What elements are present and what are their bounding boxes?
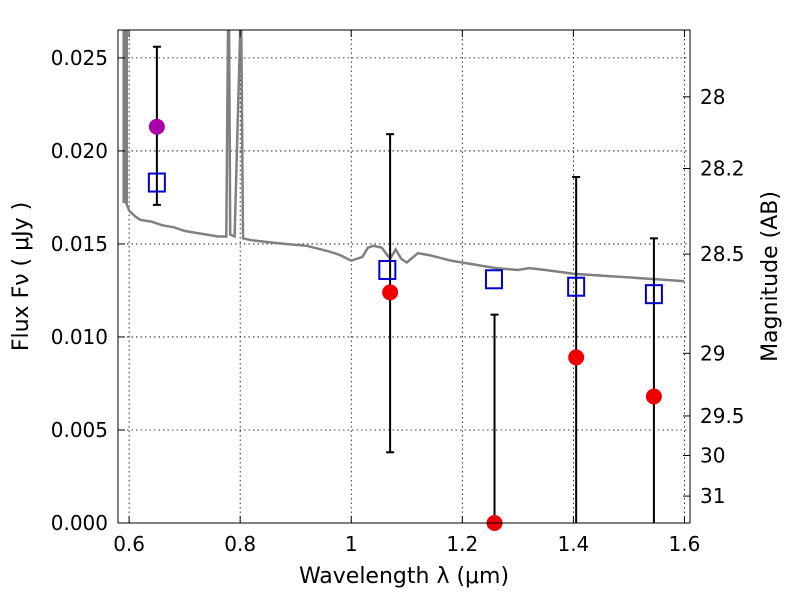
filled-circle-point bbox=[382, 284, 399, 301]
y2-tick-label: 28.5 bbox=[700, 242, 745, 266]
x-tick-label: 1.4 bbox=[557, 532, 589, 556]
y2-tick-label: 29 bbox=[700, 341, 725, 365]
x-axis-label: Wavelength λ (μm) bbox=[299, 564, 509, 589]
y-tick-label: 0.015 bbox=[51, 232, 108, 256]
y-axis-label: Flux Fν ( μJy ) bbox=[9, 202, 34, 351]
open-square-point bbox=[567, 276, 586, 297]
y2-tick-label: 31 bbox=[700, 484, 725, 508]
data-markers bbox=[147, 118, 663, 531]
y2-tick-label: 29.5 bbox=[700, 404, 745, 428]
open-square-point bbox=[644, 284, 663, 305]
model-spectrum bbox=[122, 30, 685, 283]
x-tick-label: 0.8 bbox=[224, 532, 256, 556]
y2-tick-label: 28 bbox=[700, 85, 725, 109]
open-square-point bbox=[378, 259, 397, 280]
y-tick-label: 0.020 bbox=[51, 139, 108, 163]
axis-ticks: 0.6 0.8 1 1.2 1.4 1.6 0.000 0.005 0.010 0.015 0.02… bbox=[51, 30, 745, 556]
y-tick-label: 0.025 bbox=[51, 46, 108, 70]
y2-axis-label: Magnitude (AB) bbox=[758, 191, 783, 362]
spectrum-line bbox=[122, 30, 685, 283]
y2-tick-label: 30 bbox=[700, 443, 725, 467]
open-square-point bbox=[484, 269, 503, 290]
open-square-point bbox=[147, 172, 166, 193]
x-tick-label: 1.2 bbox=[446, 532, 478, 556]
filled-circle-point bbox=[148, 118, 165, 135]
filled-circle-point bbox=[568, 349, 585, 366]
y-tick-label: 0.005 bbox=[51, 418, 108, 442]
x-tick-label: 0.6 bbox=[113, 532, 145, 556]
plot-frame bbox=[117, 29, 691, 524]
x-tick-label: 1 bbox=[345, 532, 358, 556]
y-tick-label: 0.010 bbox=[51, 325, 108, 349]
spectrum-noise-band bbox=[122, 30, 128, 204]
x-tick-label: 1.6 bbox=[669, 532, 701, 556]
y-tick-label: 0.000 bbox=[51, 511, 108, 535]
y2-tick-label: 28.2 bbox=[700, 157, 745, 181]
filled-circle-point bbox=[645, 388, 662, 405]
